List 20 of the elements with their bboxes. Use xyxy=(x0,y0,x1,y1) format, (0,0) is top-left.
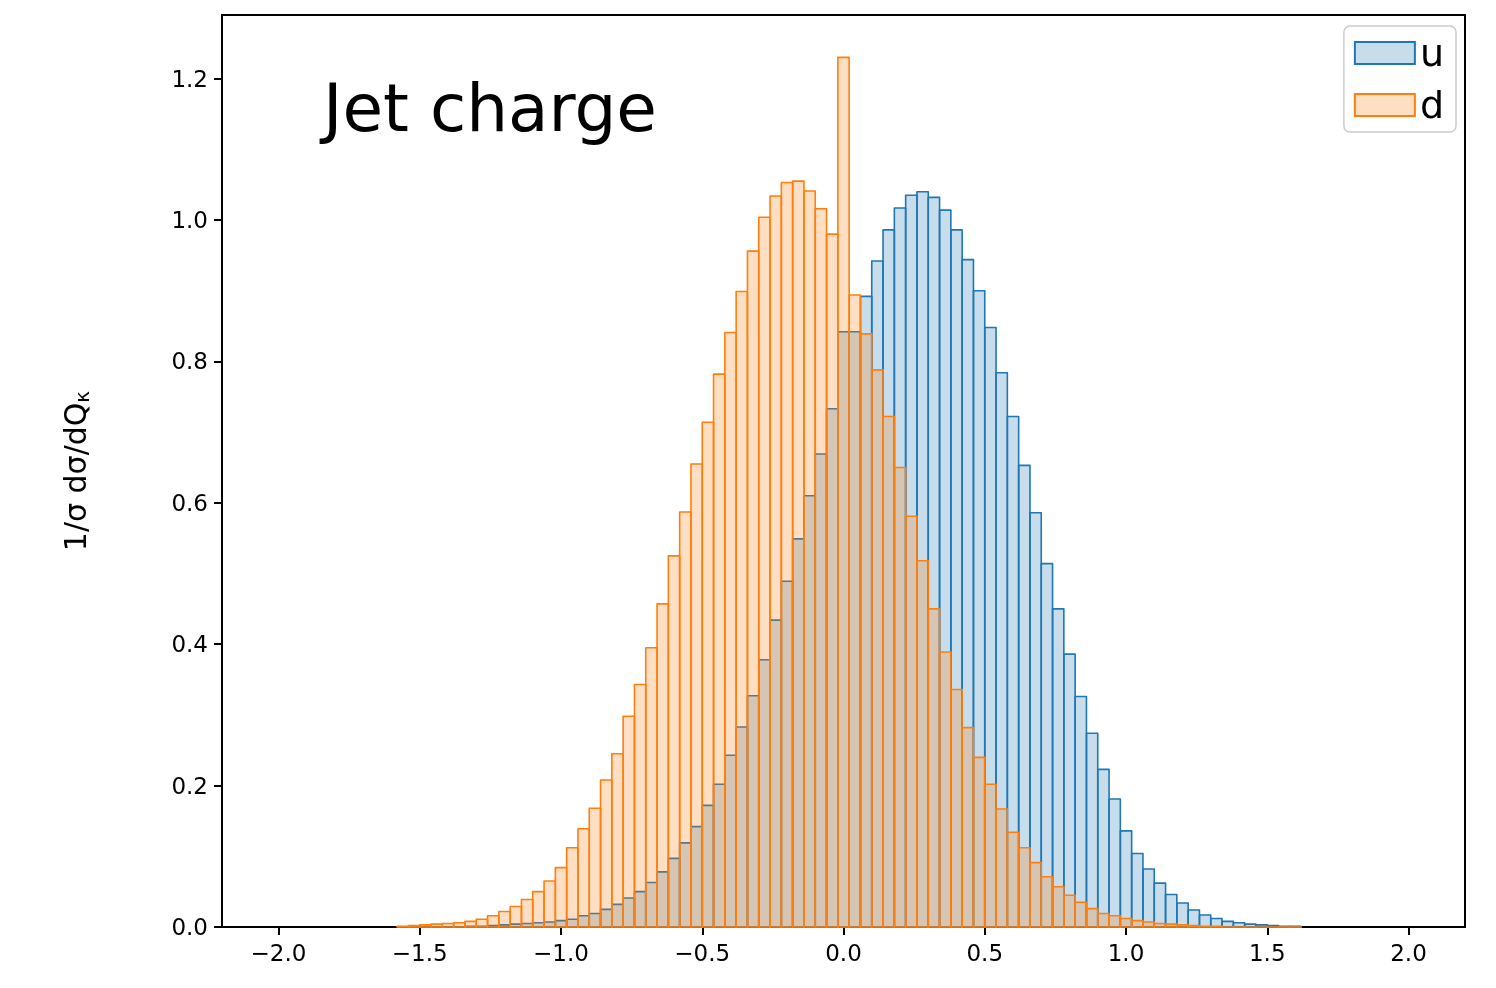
x-tick-label: 2.0 xyxy=(1390,939,1427,966)
y-axis-title: 1/σ dσ/dQκ xyxy=(57,390,94,552)
x-tick-label: −1.0 xyxy=(533,939,589,966)
y-tick-label: 0.6 xyxy=(171,489,208,516)
x-tick-label: 0.5 xyxy=(966,939,1004,966)
legend-label: u xyxy=(1419,31,1444,75)
x-tick-label: −0.5 xyxy=(674,939,731,966)
y-tick-label: 1.0 xyxy=(171,207,208,234)
x-tick-label: 0.0 xyxy=(825,939,862,966)
y-tick-label: 1.2 xyxy=(171,65,208,92)
x-tick-label: 1.0 xyxy=(1107,939,1145,966)
y-tick-label: 0.2 xyxy=(171,772,208,799)
x-tick-label: −2.0 xyxy=(250,939,307,966)
y-tick-label: 0.8 xyxy=(171,348,208,375)
y-tick-label: 0.0 xyxy=(171,914,208,940)
x-tick-label: −1.5 xyxy=(391,939,448,966)
y-tick-label: 0.4 xyxy=(171,631,208,658)
text: Jet charge xyxy=(319,69,657,147)
x-tick-label: 1.5 xyxy=(1248,939,1286,966)
legend-label: d xyxy=(1419,83,1444,127)
